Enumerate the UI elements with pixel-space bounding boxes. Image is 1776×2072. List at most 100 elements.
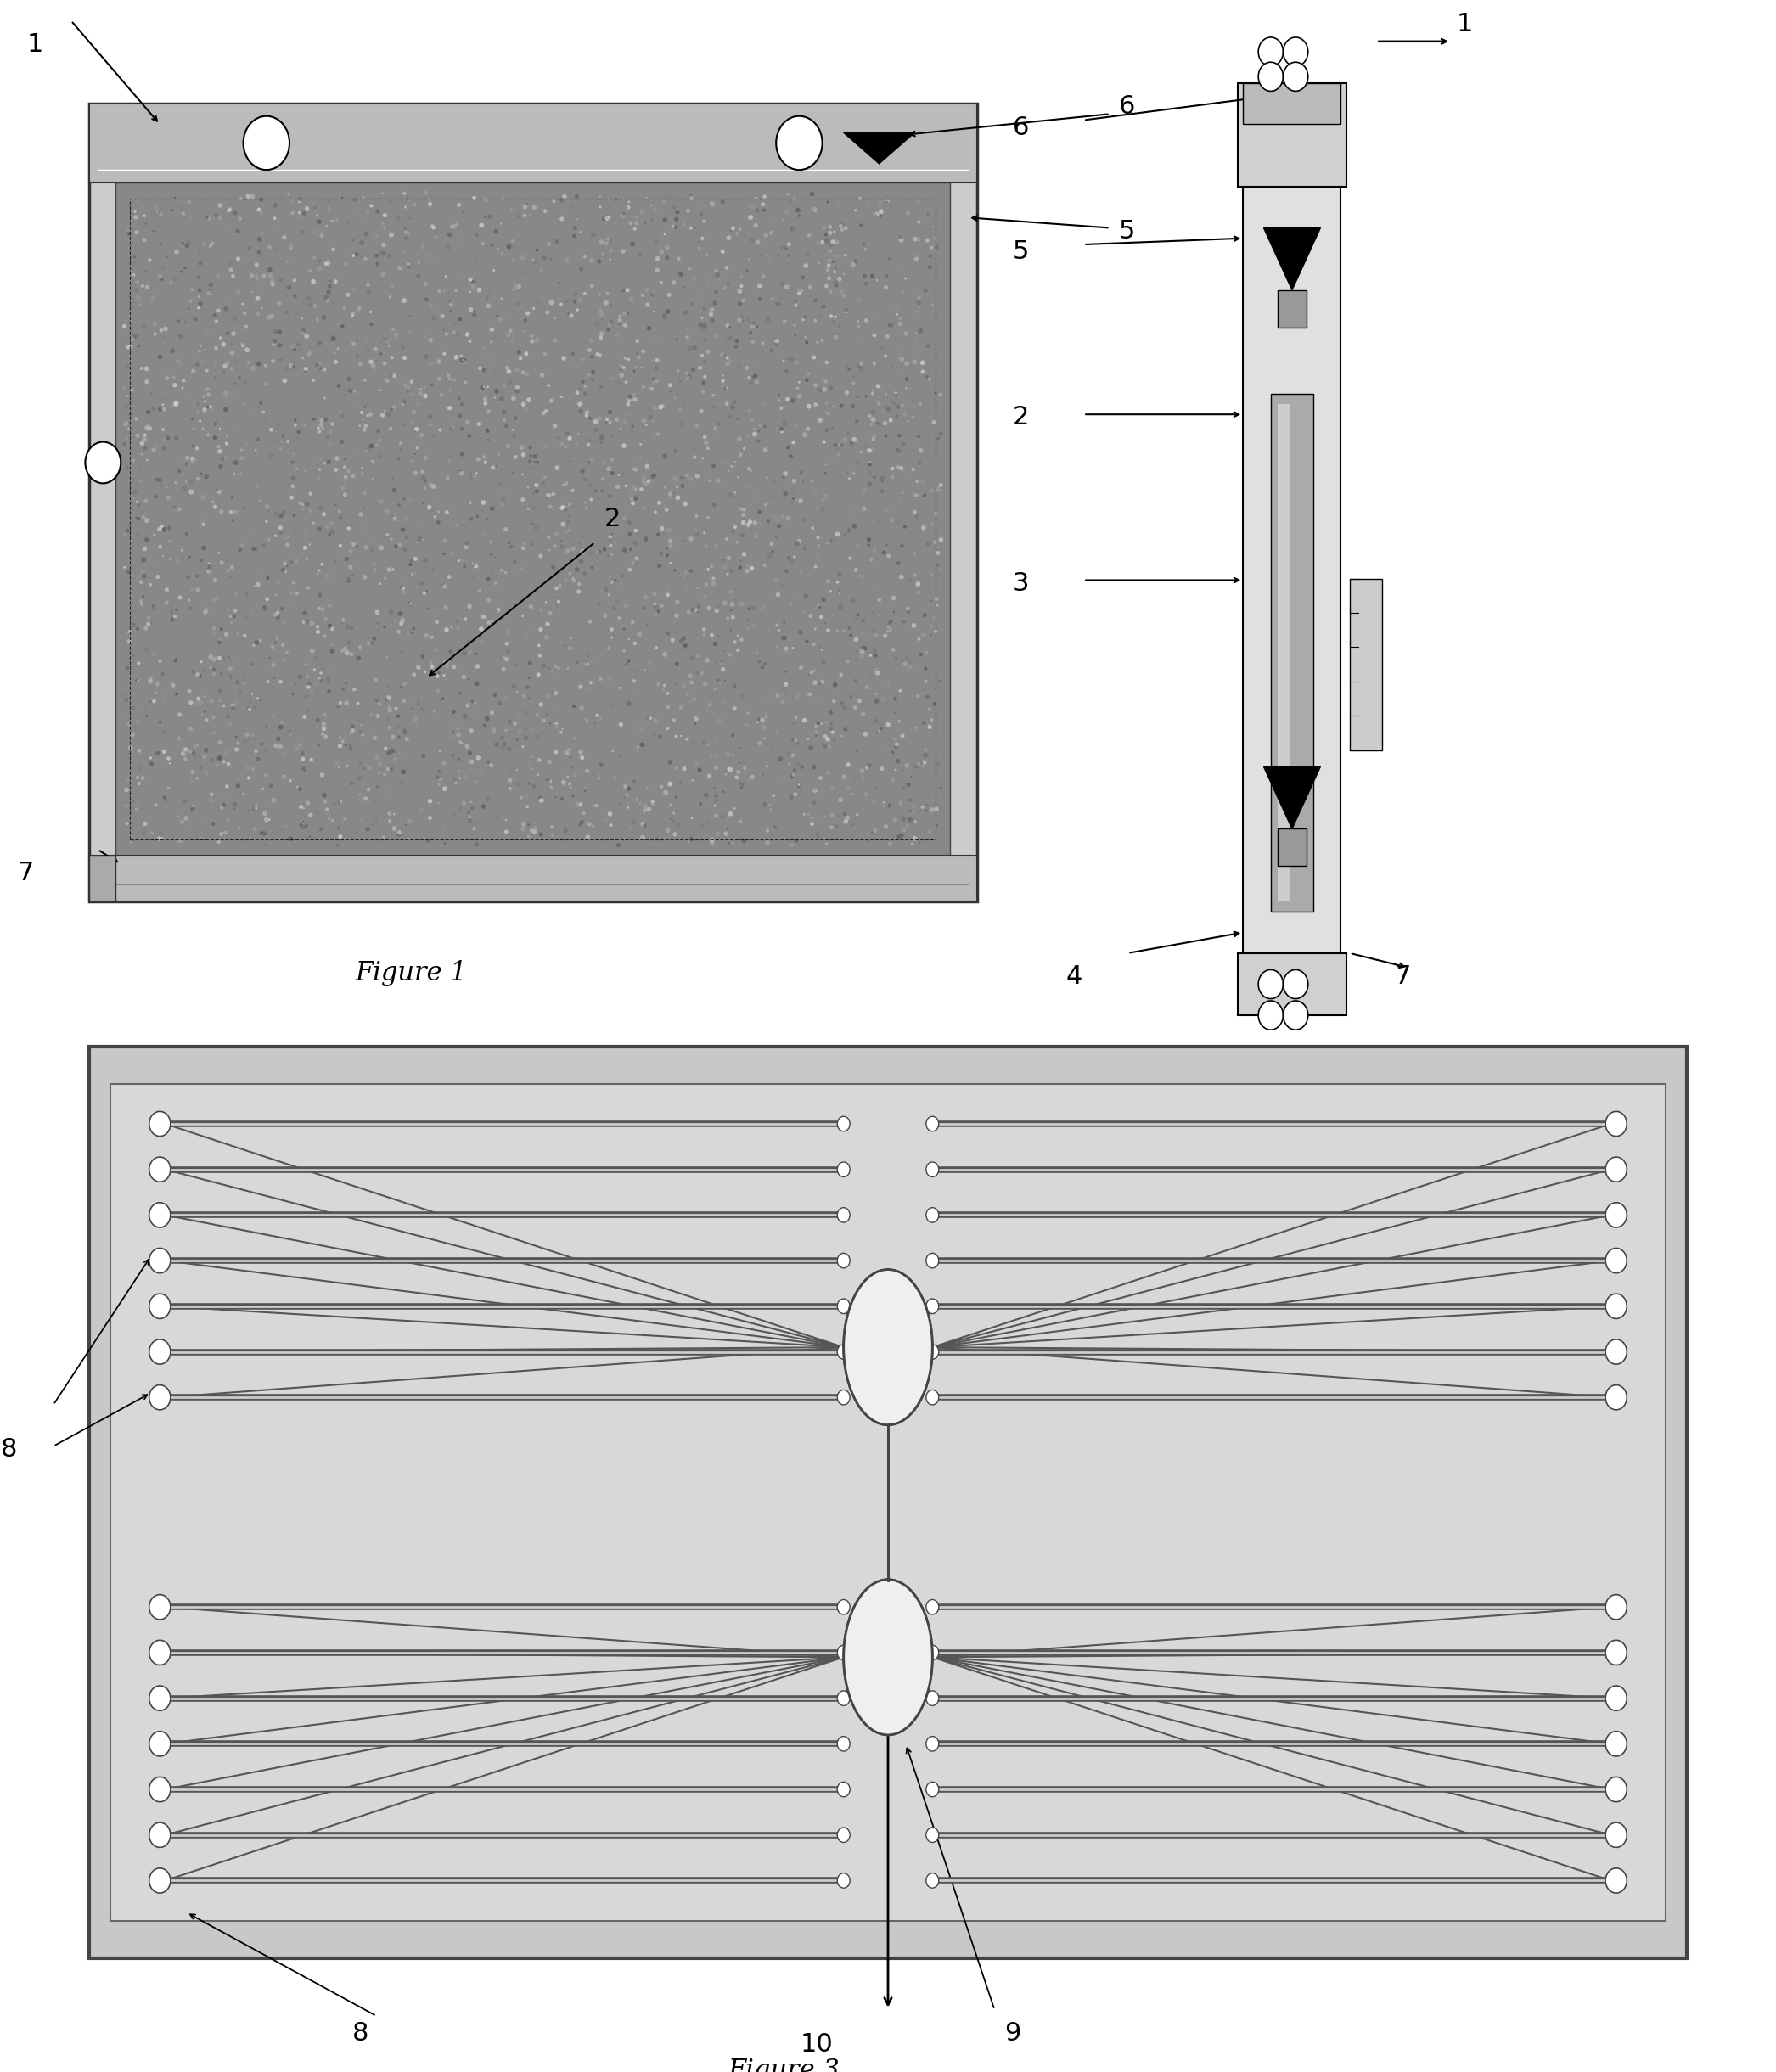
Point (847, 754, 876, 787)
Point (194, 555, 222, 588)
Point (670, 462, 698, 495)
Point (790, 503, 819, 537)
Point (199, 617, 227, 651)
Point (778, 474, 806, 508)
Point (115, 244, 144, 278)
Point (243, 682, 272, 715)
Point (563, 785, 591, 818)
Point (840, 750, 868, 783)
Point (364, 414, 392, 448)
Point (691, 580, 719, 613)
Point (677, 686, 705, 719)
Point (377, 205, 405, 238)
Point (174, 796, 202, 829)
Text: Figure 2: Figure 2 (1208, 1094, 1320, 1121)
Point (284, 186, 313, 220)
Point (874, 319, 902, 352)
Point (554, 535, 583, 568)
Point (243, 470, 272, 503)
Point (718, 450, 746, 483)
Point (611, 309, 639, 342)
Point (385, 251, 414, 284)
Circle shape (836, 1162, 851, 1177)
Point (767, 499, 796, 533)
Point (906, 448, 934, 481)
Point (707, 574, 735, 607)
Point (133, 408, 162, 441)
Point (813, 414, 842, 448)
Point (387, 385, 416, 419)
Point (181, 729, 210, 762)
Point (444, 224, 472, 257)
Point (549, 468, 577, 501)
Point (902, 804, 931, 837)
Point (313, 794, 341, 827)
Point (730, 825, 758, 858)
Point (723, 402, 751, 435)
Point (712, 816, 741, 850)
Point (226, 675, 254, 709)
Point (881, 224, 909, 257)
Point (412, 441, 440, 474)
Point (577, 483, 606, 516)
Point (408, 462, 437, 495)
Point (252, 348, 281, 381)
Point (645, 242, 673, 276)
Point (865, 503, 893, 537)
Point (543, 816, 572, 850)
Point (114, 213, 142, 247)
Point (863, 684, 892, 717)
Point (698, 740, 726, 773)
Point (330, 479, 359, 512)
Point (583, 412, 611, 445)
Point (469, 487, 497, 520)
Point (385, 528, 414, 562)
Point (517, 814, 545, 847)
Circle shape (1609, 1873, 1623, 1888)
Point (146, 559, 174, 593)
Point (213, 593, 242, 626)
Point (572, 400, 600, 433)
Point (852, 379, 881, 412)
Point (494, 615, 522, 649)
Point (266, 812, 295, 845)
Point (849, 228, 877, 261)
Point (696, 298, 725, 332)
Point (384, 615, 412, 649)
Point (856, 400, 884, 433)
Point (211, 816, 240, 850)
Point (600, 593, 629, 626)
Point (346, 348, 375, 381)
Point (313, 559, 341, 593)
Point (668, 690, 696, 723)
Point (686, 754, 714, 787)
Point (428, 709, 456, 742)
Point (133, 503, 162, 537)
Point (678, 352, 707, 385)
Point (357, 296, 385, 329)
Point (245, 827, 274, 860)
Point (334, 454, 362, 487)
Point (822, 269, 851, 303)
Point (389, 814, 417, 847)
Point (240, 723, 268, 756)
Point (499, 244, 527, 278)
Point (435, 441, 464, 474)
Point (725, 746, 753, 779)
Point (661, 462, 689, 495)
Point (629, 727, 657, 760)
Point (742, 636, 771, 669)
Point (568, 535, 597, 568)
Point (311, 381, 339, 414)
Point (265, 288, 293, 321)
Point (703, 588, 732, 622)
Point (424, 506, 453, 539)
Point (611, 781, 639, 814)
Point (179, 655, 208, 688)
Point (345, 292, 373, 325)
Point (140, 684, 169, 717)
Point (213, 211, 242, 244)
Point (654, 678, 682, 711)
Point (925, 665, 954, 698)
Point (868, 462, 897, 495)
